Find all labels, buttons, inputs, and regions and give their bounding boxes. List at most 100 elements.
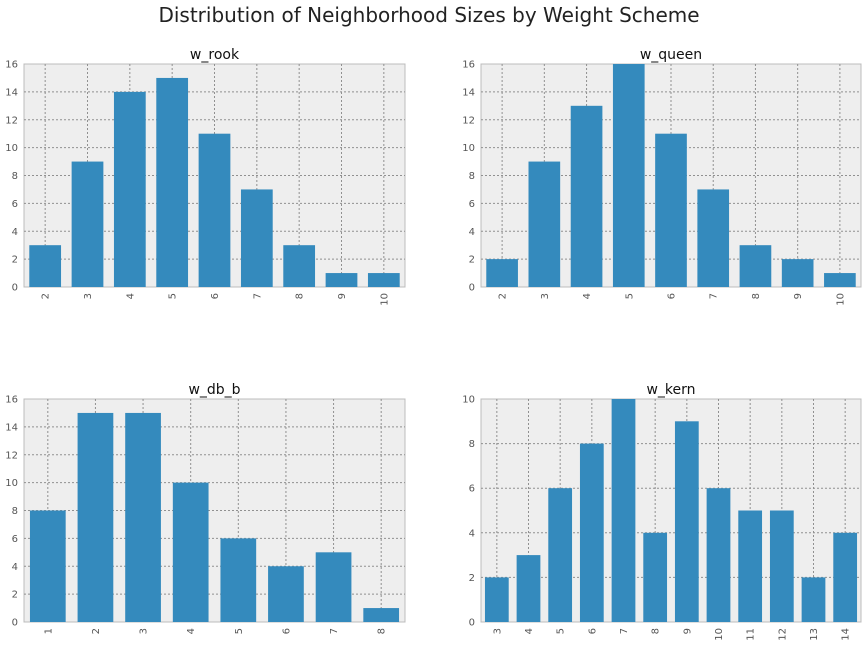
bar-4 xyxy=(516,555,541,622)
subplot-rook: 0 2 4 6 8 10 12 14 16 2 3 4 5 6 7 8 9 10 w_rook xyxy=(5,47,406,306)
bar-3 xyxy=(71,161,104,287)
x-tick-label: 6 xyxy=(210,293,221,299)
bar-5 xyxy=(220,538,257,622)
x-tick-label: 13 xyxy=(809,628,820,641)
y-tick-label: 8 xyxy=(469,439,475,450)
bar-7 xyxy=(697,189,730,287)
subplot-title: w_queen xyxy=(640,47,702,63)
x-tick-label: 2 xyxy=(498,293,509,299)
x-tick-label: 3 xyxy=(492,628,503,634)
bar-9 xyxy=(674,421,699,622)
bar-7 xyxy=(611,399,636,622)
y-tick-label: 12 xyxy=(462,115,475,126)
x-tick-label: 7 xyxy=(329,628,340,634)
y-tick-label: 2 xyxy=(12,590,18,601)
y-tick-label: 10 xyxy=(5,478,18,489)
bar-8 xyxy=(739,245,772,287)
x-tick-label: 8 xyxy=(377,628,388,634)
y-tick-label: 14 xyxy=(5,87,18,98)
x-tick-label: 4 xyxy=(582,293,593,299)
x-tick-label: 8 xyxy=(751,293,762,299)
bar-6 xyxy=(198,133,231,287)
x-tick-label: 3 xyxy=(540,293,551,299)
y-tick-label: 2 xyxy=(469,573,475,584)
y-tick-label: 12 xyxy=(5,115,18,126)
x-tick-label: 12 xyxy=(777,628,788,641)
y-tick-label: 2 xyxy=(469,255,475,266)
x-tick-label: 10 xyxy=(379,293,390,306)
y-tick-label: 0 xyxy=(12,618,18,629)
x-tick-label: 8 xyxy=(651,628,662,634)
x-tick-label: 5 xyxy=(556,628,567,634)
y-tick-label: 8 xyxy=(469,171,475,182)
y-tick-label: 8 xyxy=(12,506,18,517)
x-tick-label: 3 xyxy=(139,628,150,634)
x-tick-label: 7 xyxy=(252,293,263,299)
bar-2 xyxy=(77,412,114,622)
y-tick-label: 0 xyxy=(469,618,475,629)
x-tick-label: 5 xyxy=(168,293,179,299)
bar-10 xyxy=(706,488,731,622)
bar-5 xyxy=(612,64,645,287)
bar-11 xyxy=(738,510,763,622)
x-tick-label: 5 xyxy=(624,293,635,299)
bar-3 xyxy=(484,577,509,622)
bar-10 xyxy=(367,273,400,287)
bar-3 xyxy=(528,161,561,287)
x-tick-label: 2 xyxy=(91,628,102,634)
bar-5 xyxy=(548,488,573,622)
x-tick-label: 14 xyxy=(841,628,852,641)
bar-8 xyxy=(363,608,400,622)
bar-9 xyxy=(325,273,358,287)
bar-7 xyxy=(240,189,273,287)
bar-2 xyxy=(486,259,518,287)
bar-4 xyxy=(172,482,209,622)
y-tick-label: 6 xyxy=(469,484,475,495)
subplot-kern: 0 2 4 6 8 10 3 4 5 6 7 8 9 10 11 12 13 14 w_kern xyxy=(462,382,862,641)
bar-7 xyxy=(315,552,352,622)
bar-8 xyxy=(283,245,316,287)
bar-13 xyxy=(801,577,826,622)
y-tick-label: 4 xyxy=(12,227,18,238)
x-tick-label: 10 xyxy=(835,293,846,306)
x-tick-label: 9 xyxy=(682,628,693,634)
x-tick-label: 4 xyxy=(524,628,535,634)
y-tick-label: 2 xyxy=(12,255,18,266)
y-tick-label: 16 xyxy=(5,60,18,71)
y-tick-label: 6 xyxy=(12,199,18,210)
y-tick-label: 12 xyxy=(5,450,18,461)
subplot-queen: 0 2 4 6 8 10 12 14 16 2 3 4 5 6 7 8 9 10 w_queen xyxy=(462,47,862,306)
x-tick-label: 9 xyxy=(793,293,804,299)
bar-6 xyxy=(268,566,304,622)
x-tick-label: 7 xyxy=(619,628,630,634)
subplot-title: w_rook xyxy=(190,47,240,63)
bar-3 xyxy=(125,412,161,622)
x-tick-label: 4 xyxy=(186,628,197,634)
plot-area xyxy=(480,398,862,623)
x-tick-label: 10 xyxy=(714,628,725,641)
y-tick-label: 6 xyxy=(469,199,475,210)
figure-title: Distribution of Neighborhood Sizes by We… xyxy=(158,3,699,27)
bar-2 xyxy=(29,245,62,287)
y-tick-label: 4 xyxy=(469,528,475,539)
bar-10 xyxy=(824,273,856,287)
y-tick-label: 0 xyxy=(469,283,475,294)
bar-6 xyxy=(579,443,604,622)
bar-9 xyxy=(781,259,814,287)
y-tick-label: 8 xyxy=(12,171,18,182)
bar-6 xyxy=(655,133,687,287)
x-tick-label: 11 xyxy=(746,628,757,641)
x-tick-label: 1 xyxy=(43,628,54,634)
x-tick-label: 9 xyxy=(337,293,348,299)
y-tick-label: 6 xyxy=(12,534,18,545)
bar-12 xyxy=(769,510,794,622)
y-tick-label: 4 xyxy=(469,227,475,238)
y-tick-label: 10 xyxy=(462,143,475,154)
y-tick-label: 0 xyxy=(12,283,18,294)
y-tick-label: 14 xyxy=(462,87,475,98)
y-tick-label: 16 xyxy=(5,395,18,406)
y-tick-label: 14 xyxy=(5,422,18,433)
y-tick-label: 16 xyxy=(462,60,475,71)
